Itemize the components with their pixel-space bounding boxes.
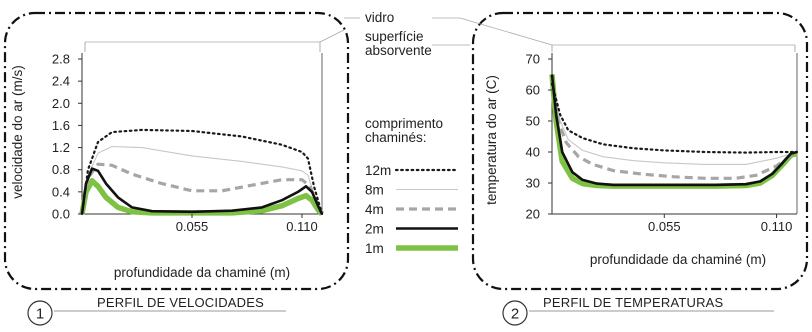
annotation-lines [84, 17, 796, 52]
legend-label-2m: 2m [365, 222, 384, 237]
velocity-x-label: profundidade da chaminé (m) [114, 265, 290, 280]
caption-velocity: 1 PERFIL DE VELOCIDADES [27, 295, 286, 326]
caption-number-circle-2 [502, 300, 528, 326]
temperature-x-label: profundidade da chaminé (m) [590, 252, 766, 267]
x-tick-label: 0.055 [648, 219, 681, 234]
legend-title-1: comprimento [365, 116, 443, 131]
label-vidro: vidro [365, 10, 394, 25]
caption-title-velocity: PERFIL DE VELOCIDADES [97, 295, 264, 310]
y-tick-label: 50 [526, 114, 540, 129]
caption-title-temperature: PERFIL DE TEMPERATURAS [543, 295, 724, 310]
legend-label-4m: 4m [365, 202, 384, 217]
caption-number-1: 1 [36, 306, 44, 323]
series-line-8m [551, 80, 798, 165]
series-line-8m [81, 145, 323, 215]
legend-label-12m: 12m [365, 163, 391, 178]
series-line-12m [80, 128, 324, 216]
series-line-12m [550, 82, 799, 154]
label-superficie-2: absorvente [365, 43, 432, 58]
y-tick-label: 2.8 [52, 52, 70, 67]
y-tick-label: 0.0 [52, 207, 70, 222]
temperature-chart: temperatura do ar (C) profundidade da ch… [484, 52, 799, 267]
temperature-y-label: temperatura do ar (C) [484, 75, 499, 205]
y-tick-label: 1.2 [52, 140, 70, 155]
x-tick-label: 0.110 [286, 219, 318, 234]
y-tick-label: 40 [526, 145, 540, 160]
y-tick-label: 1.6 [52, 118, 70, 133]
x-tick-label: 0.055 [176, 219, 209, 234]
caption-number-2: 2 [511, 306, 519, 323]
panel-frame-temperature [471, 11, 809, 291]
series-line-2m [550, 74, 798, 187]
label-superficie-1: superfície [365, 29, 424, 44]
caption-number-circle-1 [27, 300, 53, 326]
legend-title-2: chaminés: [365, 130, 427, 145]
velocity-y-label: velocidade do ar (m/s) [10, 65, 25, 199]
series-line-4m [550, 77, 798, 180]
legend-label-8m: 8m [365, 183, 384, 198]
y-tick-label: 0.4 [52, 184, 70, 199]
velocity-chart: velocidade do ar (m/s) profundidade da c… [10, 52, 325, 280]
legend: 12m 8m 4m 2m 1m [365, 163, 460, 256]
x-tick-label: 0.110 [761, 219, 793, 234]
series-line-2m [80, 167, 324, 215]
y-tick-label: 0.8 [52, 162, 70, 177]
y-tick-label: 30 [526, 176, 540, 191]
y-tick-label: 60 [526, 83, 540, 98]
legend-label-1m: 1m [365, 241, 384, 256]
y-tick-label: 2.0 [52, 96, 70, 111]
y-tick-label: 20 [526, 207, 540, 222]
y-tick-label: 2.4 [52, 74, 70, 89]
y-tick-label: 70 [526, 52, 540, 67]
panel-frame-velocity [3, 11, 350, 291]
series-line-1m [549, 74, 798, 189]
caption-temperature: 2 PERFIL DE TEMPERATURAS [502, 295, 774, 326]
series-line-4m [80, 162, 324, 215]
